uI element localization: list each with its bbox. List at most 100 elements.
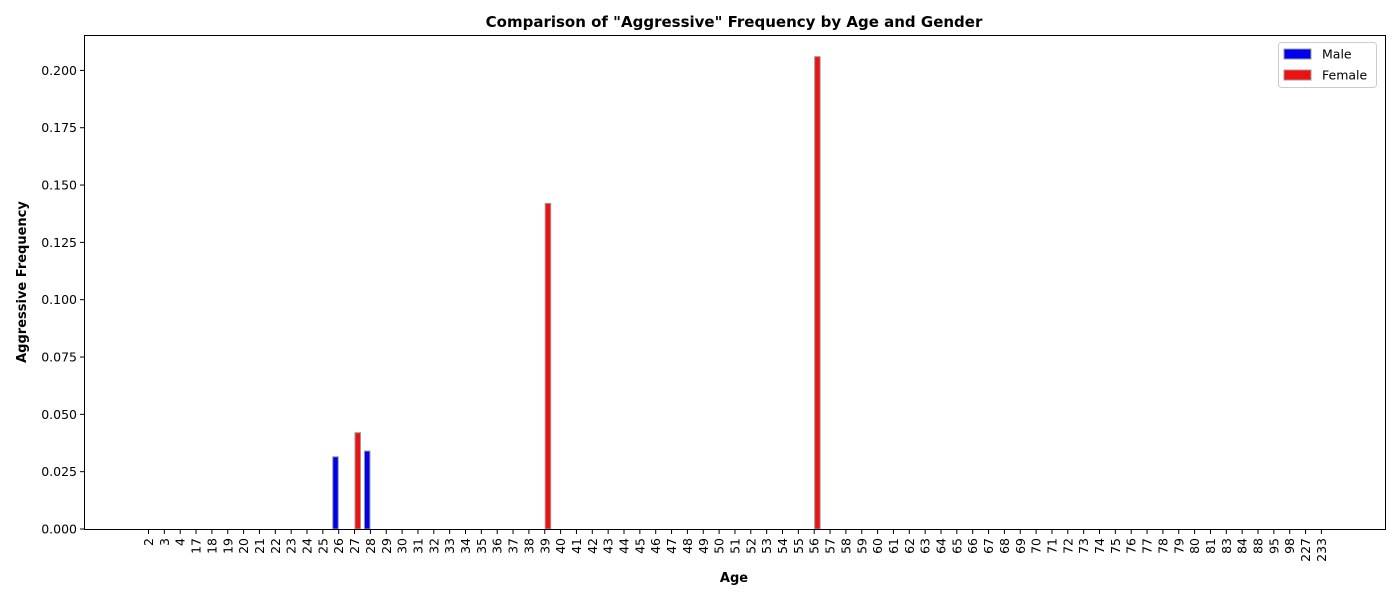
bar-female-age-27 bbox=[354, 432, 361, 530]
x-tick-label: 3 bbox=[157, 538, 172, 546]
x-tick-label: 46 bbox=[648, 538, 663, 554]
y-tick-label: 0.050 bbox=[41, 407, 77, 422]
x-tick-label: 33 bbox=[442, 538, 457, 554]
plot-frame bbox=[84, 35, 1386, 530]
x-tick-label: 98 bbox=[1282, 538, 1297, 554]
legend-swatch-female bbox=[1283, 69, 1312, 81]
legend-label-male: Male bbox=[1322, 47, 1352, 62]
x-tick-label: 76 bbox=[1124, 538, 1139, 554]
x-tick-label: 71 bbox=[1044, 538, 1059, 554]
legend: Male Female bbox=[1278, 42, 1377, 88]
x-tick-label: 24 bbox=[300, 538, 315, 554]
y-tick-label: 0.100 bbox=[41, 292, 77, 307]
x-tick-label: 31 bbox=[410, 538, 425, 554]
x-tick-label: 77 bbox=[1140, 538, 1155, 554]
x-tick-label: 58 bbox=[838, 538, 853, 554]
x-tick-label: 54 bbox=[775, 538, 790, 554]
x-tick-label: 43 bbox=[601, 538, 616, 554]
bar-male-age-28 bbox=[363, 450, 371, 530]
x-tick-label: 57 bbox=[823, 538, 838, 554]
y-tick-label: 0.200 bbox=[41, 63, 77, 78]
x-tick-label: 69 bbox=[1013, 538, 1028, 554]
x-tick-label: 38 bbox=[521, 538, 536, 554]
x-tick-label: 80 bbox=[1187, 538, 1202, 554]
x-tick-label: 60 bbox=[870, 538, 885, 554]
x-tick-label: 64 bbox=[934, 538, 949, 554]
x-tick-label: 40 bbox=[553, 538, 568, 554]
x-tick-label: 66 bbox=[965, 538, 980, 554]
x-tick-label: 44 bbox=[617, 538, 632, 554]
x-tick-label: 41 bbox=[569, 538, 584, 554]
x-tick-label: 17 bbox=[189, 538, 204, 554]
x-tick-label: 83 bbox=[1219, 538, 1234, 554]
x-axis: 2 3 4 17 18 19 20 21 22 23 24 25 26 27 28 29 30 31 32 33 34 3… bbox=[141, 529, 1329, 562]
x-tick-label: 88 bbox=[1251, 538, 1266, 554]
bars-group bbox=[332, 56, 821, 530]
x-tick-label: 53 bbox=[759, 538, 774, 554]
y-tick-label: 0.000 bbox=[41, 522, 77, 537]
x-tick-label: 95 bbox=[1266, 538, 1281, 554]
legend-swatch-male bbox=[1283, 48, 1312, 60]
x-tick-label: 42 bbox=[585, 538, 600, 554]
x-tick-label: 19 bbox=[220, 538, 235, 554]
y-tick-label: 0.150 bbox=[41, 178, 77, 193]
x-tick-label: 21 bbox=[252, 538, 267, 554]
x-tick-label: 55 bbox=[791, 538, 806, 554]
x-tick-label: 32 bbox=[426, 538, 441, 554]
y-tick-label: 0.125 bbox=[41, 235, 77, 250]
x-tick-label: 75 bbox=[1108, 538, 1123, 554]
x-tick-label: 51 bbox=[727, 538, 742, 554]
x-tick-label: 39 bbox=[537, 538, 552, 554]
x-tick-label: 18 bbox=[204, 538, 219, 554]
x-tick-label: 29 bbox=[379, 538, 394, 554]
x-tick-label: 37 bbox=[506, 538, 521, 554]
x-tick-label: 59 bbox=[854, 538, 869, 554]
y-axis-label: Aggressive Frequency bbox=[15, 201, 30, 363]
y-tick-label: 0.075 bbox=[41, 350, 77, 365]
x-tick-label: 23 bbox=[284, 538, 299, 554]
x-tick-label: 74 bbox=[1092, 538, 1107, 554]
bar-female-age-56 bbox=[814, 56, 821, 530]
y-tick-label: 0.025 bbox=[41, 464, 77, 479]
x-tick-label: 48 bbox=[680, 538, 695, 554]
x-tick-label: 47 bbox=[664, 538, 679, 554]
x-tick-label: 62 bbox=[902, 538, 917, 554]
x-tick-label: 30 bbox=[395, 538, 410, 554]
x-tick-label: 28 bbox=[363, 538, 378, 554]
x-tick-label: 61 bbox=[886, 538, 901, 554]
bar-male-age-26 bbox=[332, 456, 339, 530]
x-tick-label: 27 bbox=[347, 538, 362, 554]
x-tick-label: 56 bbox=[807, 538, 822, 554]
x-axis-label: Age bbox=[720, 571, 748, 586]
x-tick-label: 67 bbox=[981, 538, 996, 554]
x-tick-label: 4 bbox=[173, 538, 188, 546]
x-tick-label: 52 bbox=[743, 538, 758, 554]
x-tick-label: 22 bbox=[268, 538, 283, 554]
x-tick-label: 35 bbox=[474, 538, 489, 554]
x-tick-label: 34 bbox=[458, 538, 473, 554]
x-tick-label: 79 bbox=[1171, 538, 1186, 554]
x-tick-label: 63 bbox=[918, 538, 933, 554]
x-tick-label: 78 bbox=[1155, 538, 1170, 554]
x-tick-label: 70 bbox=[1029, 538, 1044, 554]
x-tick-label: 68 bbox=[997, 538, 1012, 554]
x-tick-label: 72 bbox=[1060, 538, 1075, 554]
y-tick-label: 0.175 bbox=[41, 120, 77, 135]
x-tick-label: 84 bbox=[1235, 538, 1250, 554]
chart-title: Comparison of "Aggressive" Frequency by … bbox=[486, 13, 983, 31]
y-axis: 0.000 0.025 0.050 0.075 0.100 0.125 0.150 0.175… bbox=[41, 63, 85, 537]
x-tick-label: 36 bbox=[490, 538, 505, 554]
x-tick-label: 81 bbox=[1203, 538, 1218, 554]
x-tick-label: 227 bbox=[1298, 538, 1313, 562]
x-tick-label: 49 bbox=[696, 538, 711, 554]
x-tick-label: 25 bbox=[315, 538, 330, 554]
x-tick-label: 26 bbox=[331, 538, 346, 554]
x-tick-label: 45 bbox=[632, 538, 647, 554]
legend-label-female: Female bbox=[1322, 68, 1368, 83]
bar-female-age-39 bbox=[544, 202, 552, 530]
x-tick-label: 20 bbox=[236, 538, 251, 554]
x-tick-label: 73 bbox=[1076, 538, 1091, 554]
x-tick-label: 2 bbox=[141, 538, 156, 546]
x-tick-label: 50 bbox=[712, 538, 727, 554]
